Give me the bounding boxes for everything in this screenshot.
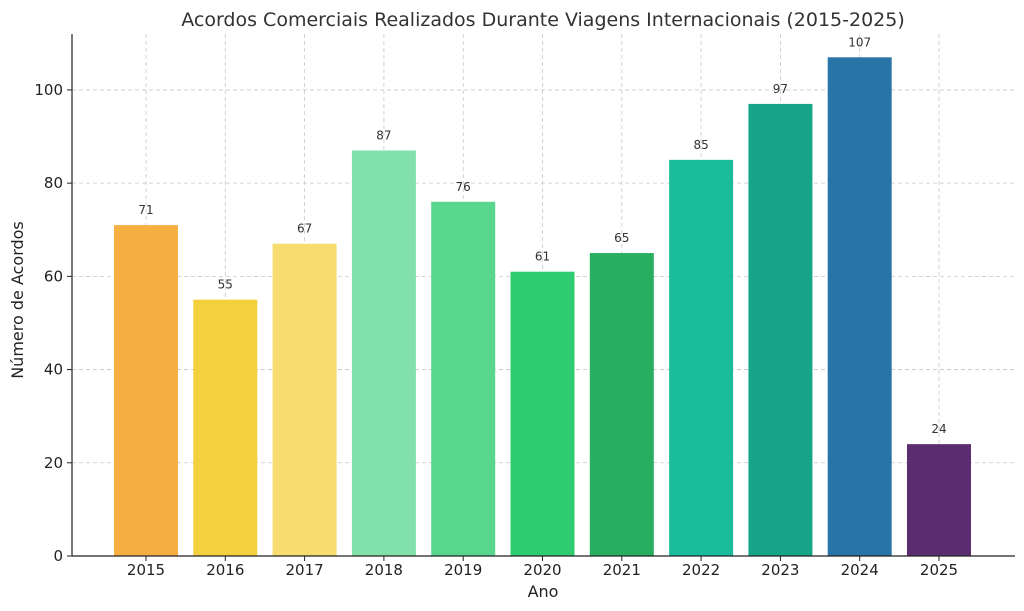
x-tick-label: 2024 — [841, 561, 879, 579]
data-label: 61 — [535, 250, 550, 264]
data-label: 87 — [376, 129, 391, 143]
x-tick-label: 2021 — [603, 561, 641, 579]
bar — [589, 253, 654, 556]
bar — [431, 201, 496, 557]
bar — [907, 444, 971, 556]
x-tick-label: 2017 — [286, 561, 324, 579]
x-axis-ticks: 2015 2016 2017 2018 2019 2020 2021 2022 2023 2024… — [127, 556, 958, 579]
y-tick-label: 40 — [44, 361, 63, 379]
data-label: 85 — [693, 138, 708, 152]
x-tick-label: 2015 — [127, 561, 165, 579]
bar — [669, 159, 734, 556]
y-axis-ticks: 0 20 40 60 80 100 — [34, 81, 72, 565]
y-tick-label: 100 — [34, 81, 63, 99]
bar — [748, 103, 813, 557]
x-tick-label: 2016 — [206, 561, 244, 579]
bar — [272, 243, 337, 556]
x-tick-label: 2022 — [682, 561, 720, 579]
bars — [114, 57, 971, 557]
bar — [827, 57, 892, 557]
bar — [114, 225, 178, 556]
data-label: 76 — [456, 180, 471, 194]
data-label: 107 — [848, 35, 871, 49]
data-label: 65 — [614, 231, 629, 245]
x-tick-label: 2023 — [761, 561, 799, 579]
x-tick-label: 2020 — [523, 561, 561, 579]
chart-title: Acordos Comerciais Realizados Durante Vi… — [181, 9, 905, 31]
x-tick-label: 2025 — [920, 561, 958, 579]
data-label: 24 — [931, 422, 946, 436]
y-tick-label: 0 — [53, 547, 63, 565]
y-axis-label: Número de Acordos — [8, 221, 27, 379]
bar — [193, 299, 258, 556]
data-label: 97 — [773, 82, 788, 96]
bar — [510, 271, 575, 556]
data-label: 55 — [218, 278, 233, 292]
x-tick-label: 2018 — [365, 561, 403, 579]
x-tick-label: 2019 — [444, 561, 482, 579]
y-tick-label: 20 — [44, 454, 63, 472]
y-tick-label: 80 — [44, 174, 63, 192]
y-tick-label: 60 — [44, 267, 63, 285]
x-axis-label: Ano — [528, 582, 559, 601]
data-labels: 71 55 67 87 76 61 65 85 97 107 24 — [138, 35, 946, 436]
data-label: 67 — [297, 222, 312, 236]
data-label: 71 — [138, 203, 153, 217]
bar — [351, 150, 416, 556]
